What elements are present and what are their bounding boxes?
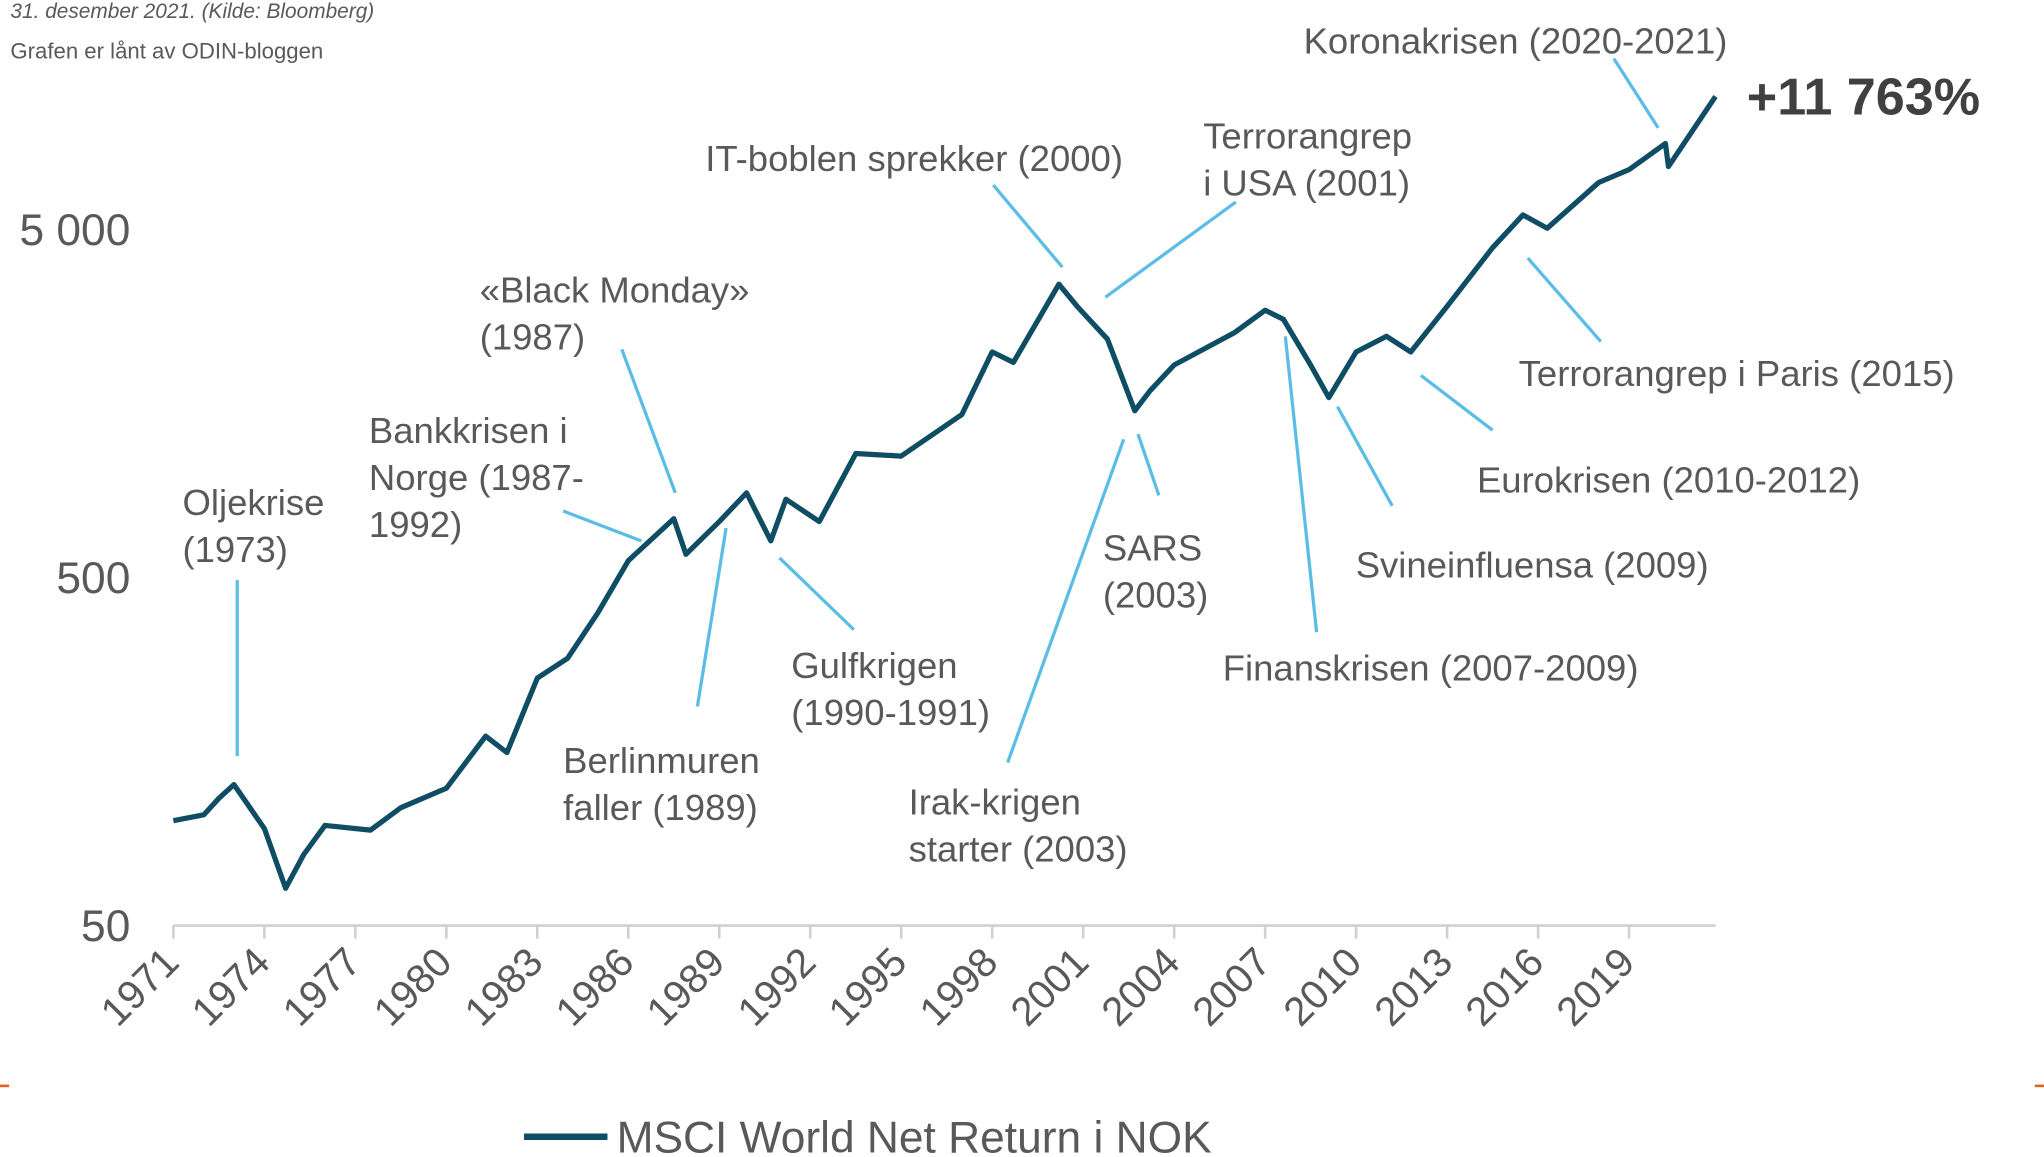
annotation: Oljekrise — [182, 482, 324, 523]
annotation: Koronakrisen (2020-2021) — [1304, 20, 1728, 61]
y-tick-label: 500 — [56, 554, 130, 603]
annotation: Norge (1987- — [369, 457, 584, 498]
annotation: Finanskrisen (2007-2009) — [1223, 647, 1639, 688]
annotation: 1992) — [369, 504, 462, 545]
annotation: faller (1989) — [563, 787, 758, 828]
annotation-leader — [562, 509, 642, 543]
annotation: Svineinfluensa (2009) — [1356, 544, 1709, 585]
annotation: starter (2003) — [909, 829, 1128, 870]
annotation-leader — [778, 556, 855, 631]
x-tick-label: 2004 — [1092, 938, 1188, 1034]
x-tick-label: 1971 — [91, 938, 187, 1034]
annotation-leader — [1104, 200, 1237, 299]
annotation-leader — [1336, 405, 1394, 507]
x-tick-label: 1980 — [364, 938, 460, 1034]
annotation: Irak-krigen — [909, 782, 1081, 823]
x-tick-label: 1992 — [728, 938, 824, 1034]
annotation-leader — [620, 348, 677, 494]
x-tick-label: 2016 — [1456, 938, 1552, 1034]
x-tick-label: 2007 — [1183, 938, 1279, 1034]
annotation: Berlinmuren — [563, 740, 760, 781]
x-tick-label: 1983 — [455, 938, 551, 1034]
annotation: (2003) — [1103, 574, 1208, 615]
annotation: (1973) — [182, 529, 287, 570]
x-tick-label: 1995 — [819, 938, 915, 1034]
annotation-leader — [1006, 438, 1126, 764]
source: 31. desember 2021. (Kilde: Bloomberg) — [10, 0, 374, 23]
x-tick-label: 1974 — [182, 938, 278, 1034]
y-tick-label: 5 000 — [19, 206, 130, 255]
x-tick-label: 1989 — [637, 938, 733, 1034]
annotation-leader — [1419, 374, 1494, 432]
annotation: (1990-1991) — [791, 692, 990, 733]
annotation: Bankkrisen i — [369, 410, 568, 451]
annotation: IT-boblen sprekker (2000) — [705, 138, 1123, 179]
annotation-leader — [1526, 257, 1603, 343]
series-line — [172, 95, 1718, 891]
annotation-leader — [1136, 433, 1161, 496]
x-tick-label: 2001 — [1001, 938, 1097, 1034]
annotation: i USA (2001) — [1203, 163, 1410, 204]
annotation-leader — [1612, 57, 1660, 129]
x-tick-label: 1986 — [546, 938, 642, 1034]
x-tick-label: 2013 — [1365, 938, 1461, 1034]
x-tick-label: 1977 — [273, 938, 369, 1034]
annotation: Gulfkrigen — [791, 645, 957, 686]
x-tick-label: 1998 — [910, 938, 1006, 1034]
note: Grafen er lånt av ODIN-bloggen — [10, 39, 323, 64]
x-tick-label: 2010 — [1274, 938, 1370, 1034]
y-tick-label: 50 — [81, 902, 130, 951]
annotation-leader — [695, 527, 728, 707]
annotation: Terrorangrep i Paris (2015) — [1519, 353, 1955, 394]
highlight-label: +11 763% — [1747, 69, 1980, 127]
legend-label: MSCI World Net Return i NOK — [617, 1113, 1213, 1157]
annotation: Terrorangrep — [1203, 116, 1412, 157]
x-tick-label: 2019 — [1547, 938, 1643, 1034]
annotation: SARS — [1103, 528, 1202, 569]
annotation-leader — [992, 184, 1064, 269]
annotation: Eurokrisen (2010-2012) — [1477, 460, 1860, 501]
annotation: (1987) — [480, 316, 585, 357]
annotation-leader — [1283, 336, 1319, 633]
annotation: «Black Monday» — [480, 269, 750, 310]
